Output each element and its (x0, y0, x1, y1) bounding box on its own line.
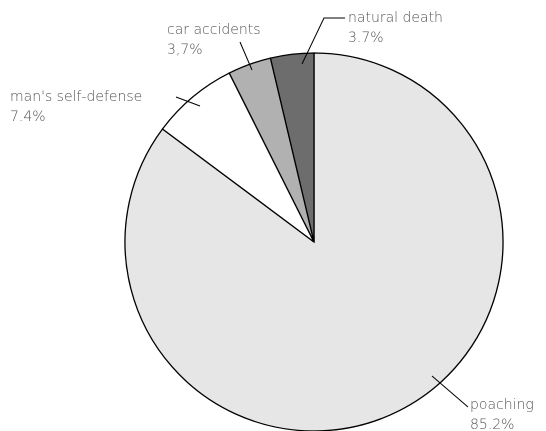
leader-line (431, 375, 469, 408)
leader-line (175, 96, 201, 107)
slice-label: man's self-defense (10, 89, 142, 105)
slice-label: car accidents (167, 22, 261, 38)
leader-line (239, 41, 253, 71)
slice-label: natural death (348, 10, 443, 26)
leader-line (301, 17, 345, 65)
slice-value-label: 3,7% (167, 42, 203, 58)
slice-value-label: 3.7% (348, 30, 384, 46)
slice-value-label: 7.4% (10, 109, 46, 125)
slice-label: poaching (470, 397, 534, 413)
pie-slice (269, 52, 315, 243)
slice-value-label: 85.2% (470, 417, 514, 431)
